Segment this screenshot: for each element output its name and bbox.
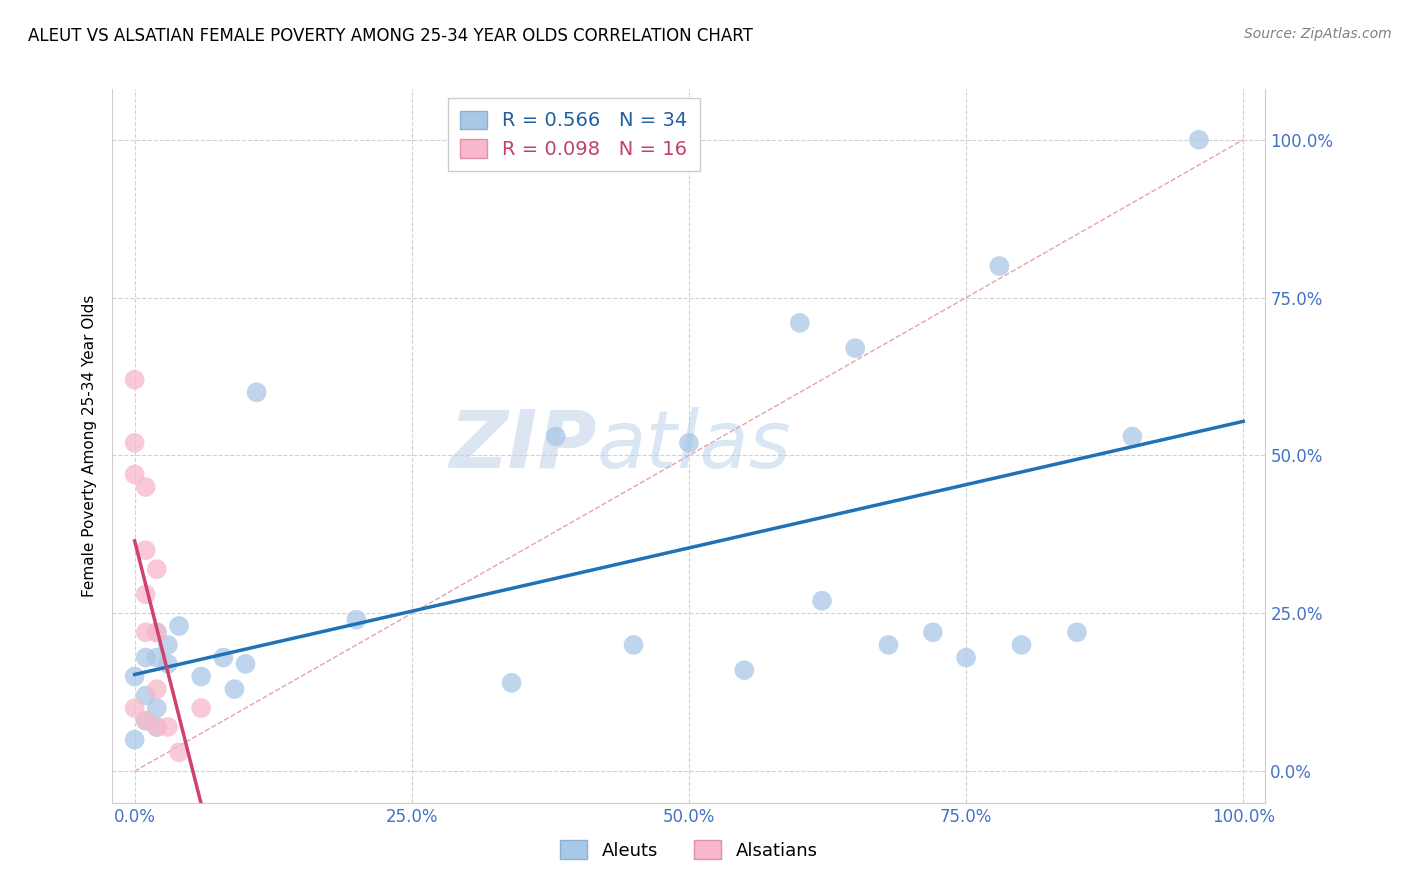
Point bbox=[146, 562, 169, 576]
Point bbox=[146, 720, 169, 734]
Point bbox=[156, 657, 179, 671]
Point bbox=[844, 341, 866, 355]
Point bbox=[135, 625, 157, 640]
Point bbox=[811, 593, 834, 607]
Point bbox=[135, 689, 157, 703]
Point bbox=[955, 650, 977, 665]
Point bbox=[245, 385, 267, 400]
Point bbox=[135, 587, 157, 601]
Point bbox=[623, 638, 645, 652]
Point bbox=[544, 429, 567, 443]
Point bbox=[167, 619, 190, 633]
Point bbox=[1066, 625, 1088, 640]
Point bbox=[135, 650, 157, 665]
Text: Source: ZipAtlas.com: Source: ZipAtlas.com bbox=[1244, 27, 1392, 41]
Point bbox=[146, 625, 169, 640]
Point bbox=[501, 675, 523, 690]
Point bbox=[1121, 429, 1143, 443]
Point bbox=[235, 657, 257, 671]
Point bbox=[124, 732, 146, 747]
Point bbox=[146, 625, 169, 640]
Point bbox=[124, 467, 146, 482]
Point bbox=[124, 669, 146, 683]
Point bbox=[167, 745, 190, 759]
Text: ALEUT VS ALSATIAN FEMALE POVERTY AMONG 25-34 YEAR OLDS CORRELATION CHART: ALEUT VS ALSATIAN FEMALE POVERTY AMONG 2… bbox=[28, 27, 754, 45]
Point bbox=[124, 435, 146, 450]
Point bbox=[212, 650, 235, 665]
Point bbox=[135, 714, 157, 728]
Point bbox=[124, 373, 146, 387]
Point bbox=[146, 701, 169, 715]
Point bbox=[921, 625, 943, 640]
Point bbox=[190, 701, 212, 715]
Point bbox=[135, 480, 157, 494]
Point bbox=[146, 682, 169, 697]
Point bbox=[146, 720, 169, 734]
Point bbox=[1011, 638, 1033, 652]
Point bbox=[1188, 133, 1211, 147]
Point bbox=[156, 720, 179, 734]
Point bbox=[224, 682, 246, 697]
Point bbox=[146, 650, 169, 665]
Point bbox=[877, 638, 900, 652]
Y-axis label: Female Poverty Among 25-34 Year Olds: Female Poverty Among 25-34 Year Olds bbox=[82, 295, 97, 597]
Point bbox=[733, 663, 755, 677]
Legend: Aleuts, Alsatians: Aleuts, Alsatians bbox=[547, 828, 831, 872]
Point bbox=[135, 714, 157, 728]
Point bbox=[344, 613, 367, 627]
Point bbox=[156, 638, 179, 652]
Point bbox=[124, 701, 146, 715]
Text: atlas: atlas bbox=[596, 407, 792, 485]
Point bbox=[678, 435, 700, 450]
Point bbox=[190, 669, 212, 683]
Text: ZIP: ZIP bbox=[450, 407, 596, 485]
Point bbox=[988, 259, 1011, 273]
Point bbox=[135, 543, 157, 558]
Point bbox=[789, 316, 811, 330]
